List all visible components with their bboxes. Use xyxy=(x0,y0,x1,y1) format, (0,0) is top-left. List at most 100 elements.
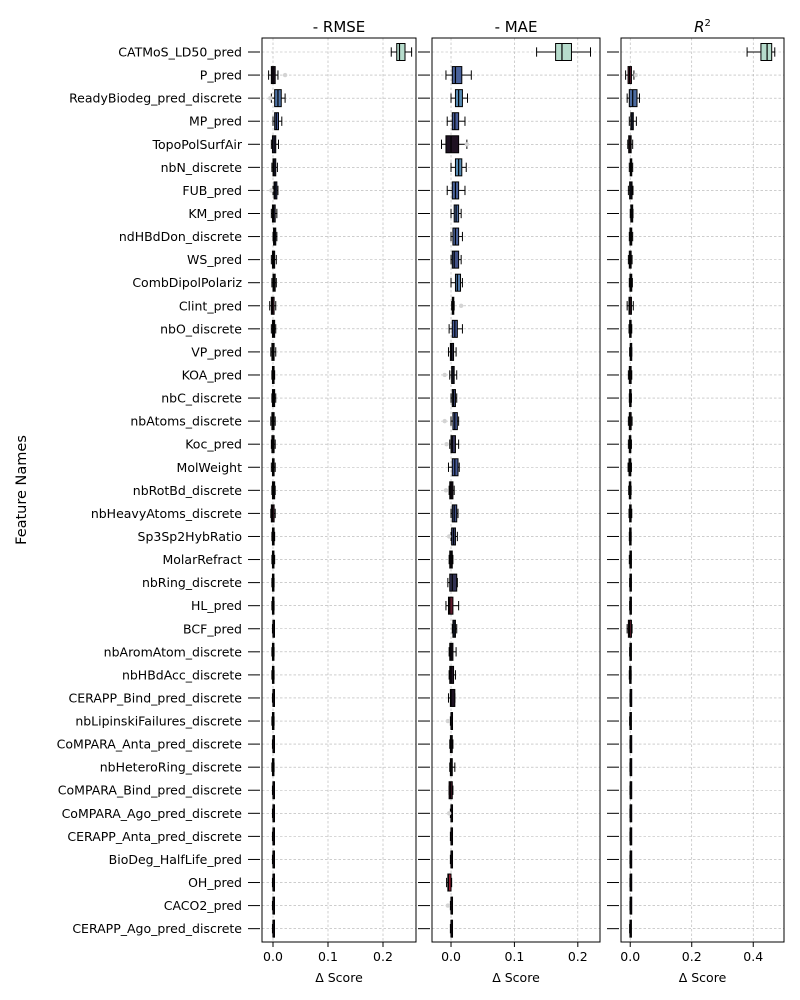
box-BioDeg_HalfLife_pred xyxy=(271,850,275,869)
box-CoMPARA_Bind_pred_discrete xyxy=(271,781,275,800)
box-CERAPP_Anta_pred_discrete xyxy=(629,827,633,846)
box-KM_pred xyxy=(270,204,278,223)
box-P_pred xyxy=(625,66,635,85)
box-CoMPARA_Anta_pred_discrete xyxy=(629,735,633,754)
box-ReadyBiodeg_pred_discrete xyxy=(270,89,286,108)
x-tick-label: 0.2 xyxy=(568,949,588,964)
box-MP_pred xyxy=(272,112,283,131)
y-tick-label: CoMPARA_Bind_pred_discrete xyxy=(58,783,243,798)
box-CACO2_pred xyxy=(271,896,275,915)
y-tick-label: BCF_pred xyxy=(183,621,242,636)
box-nbAtoms_discrete xyxy=(627,412,633,431)
box-CoMPARA_Bind_pred_discrete xyxy=(448,781,454,800)
box-WS_pred xyxy=(627,250,633,269)
box-MolarRefract xyxy=(271,550,276,569)
y-tick-label: nbLipinskiFailures_discrete xyxy=(75,714,242,729)
plot-frame xyxy=(620,37,785,943)
outlier-point xyxy=(445,903,451,908)
outlier-point xyxy=(282,72,288,78)
y-tick-label: TopoPolSurfAir xyxy=(151,137,242,152)
box-nbHeteroRing_discrete xyxy=(629,758,633,777)
box-iqr xyxy=(760,43,773,61)
box-TopoPolSurfAir xyxy=(627,135,634,154)
box-nbLipinskiFailures_discrete xyxy=(629,712,632,731)
box-nbN_discrete xyxy=(628,158,634,177)
outlier-point xyxy=(464,142,470,147)
box-MP_pred xyxy=(628,112,637,131)
y-tick-label: nbAromAtom_discrete xyxy=(104,644,243,659)
x-tick-label: 0.2 xyxy=(682,949,702,964)
y-tick-label: nbO_discrete xyxy=(160,321,242,336)
box-nbHeteroRing_discrete xyxy=(449,758,456,777)
box-CATMoS_LD50_pred xyxy=(536,43,591,61)
box-ReadyBiodeg_pred_discrete xyxy=(626,89,640,108)
x-tick-label: 0.4 xyxy=(743,949,763,964)
y-tick-label: BioDeg_HalfLife_pred xyxy=(109,852,242,867)
box-iqr xyxy=(449,665,455,684)
box-WS_pred xyxy=(270,250,277,269)
y-tick-label: P_pred xyxy=(200,68,242,83)
box-WS_pred xyxy=(450,250,462,269)
box-CombDipolPolariz xyxy=(271,273,277,292)
box-CoMPARA_Ago_pred_discrete xyxy=(271,804,275,823)
outlier-point xyxy=(268,95,273,101)
box-nbRing_discrete xyxy=(271,573,275,592)
x-tick-label: 0.0 xyxy=(441,949,461,964)
box-nbAtoms_discrete xyxy=(270,412,276,431)
outlier-point xyxy=(446,811,452,816)
y-tick-label: nbHeteroRing_discrete xyxy=(100,760,243,775)
box-iqr xyxy=(454,273,462,292)
y-tick-label: VP_pred xyxy=(191,344,242,359)
outlier-point xyxy=(444,441,449,447)
box-CERAPP_Anta_pred_discrete xyxy=(449,827,454,846)
box-nbHeteroRing_discrete xyxy=(271,758,275,777)
box-HL_pred xyxy=(445,596,460,615)
box-CERAPP_Ago_pred_discrete xyxy=(629,919,632,938)
box-HL_pred xyxy=(629,596,632,615)
box-BCF_pred xyxy=(451,619,458,638)
box-iqr xyxy=(396,43,406,61)
outlier-point xyxy=(442,418,447,424)
box-MP_pred xyxy=(446,112,466,131)
y-axis-label: Feature Names xyxy=(14,435,30,545)
y-tick-label: nbC_discrete xyxy=(161,391,242,406)
box-FUB_pred xyxy=(627,181,634,200)
box-OH_pred xyxy=(629,873,633,892)
box-iqr xyxy=(449,573,458,592)
box-TopoPolSurfAir xyxy=(270,135,279,154)
box-nbRotBd_discrete xyxy=(271,481,276,500)
y-tick-label: nbHeavyAtoms_discrete xyxy=(91,506,242,521)
box-nbC_discrete xyxy=(628,389,632,408)
box-KM_pred xyxy=(450,204,462,223)
box-nbAromAtom_discrete xyxy=(448,642,457,661)
box-iqr xyxy=(447,596,454,615)
box-VP_pred xyxy=(447,342,457,361)
box-Koc_pred xyxy=(449,435,460,454)
box-Koc_pred xyxy=(627,435,632,454)
box-CACO2_pred xyxy=(449,896,454,915)
box-nbC_discrete xyxy=(450,389,458,408)
box-nbLipinskiFailures_discrete xyxy=(449,712,454,731)
box-P_pred xyxy=(445,66,472,85)
box-TopoPolSurfAir xyxy=(441,135,468,154)
y-tick-label: CERAPP_Bind_pred_discrete xyxy=(69,690,243,705)
box-nbRotBd_discrete xyxy=(448,481,455,500)
box-nbO_discrete xyxy=(628,319,633,338)
box-CERAPP_Bind_pred_discrete xyxy=(447,688,456,707)
box-CERAPP_Anta_pred_discrete xyxy=(271,827,275,846)
y-tick-label: nbHBdAcc_discrete xyxy=(122,667,242,682)
x-tick-label: 0.1 xyxy=(504,949,524,964)
box-MolWeight xyxy=(270,458,276,477)
box-nbRing_discrete xyxy=(629,573,632,592)
x-axis-label: Δ Score xyxy=(679,970,727,985)
y-tick-label: MolWeight xyxy=(177,460,243,475)
y-tick-label: FUB_pred xyxy=(182,183,242,198)
box-CERAPP_Bind_pred_discrete xyxy=(629,688,633,707)
box-iqr xyxy=(451,66,463,85)
box-nbHeavyAtoms_discrete xyxy=(628,504,633,523)
outlier-point xyxy=(445,718,451,724)
outlier-point xyxy=(443,488,449,493)
panel-title: - RMSE xyxy=(313,18,366,36)
box-nbC_discrete xyxy=(271,389,277,408)
